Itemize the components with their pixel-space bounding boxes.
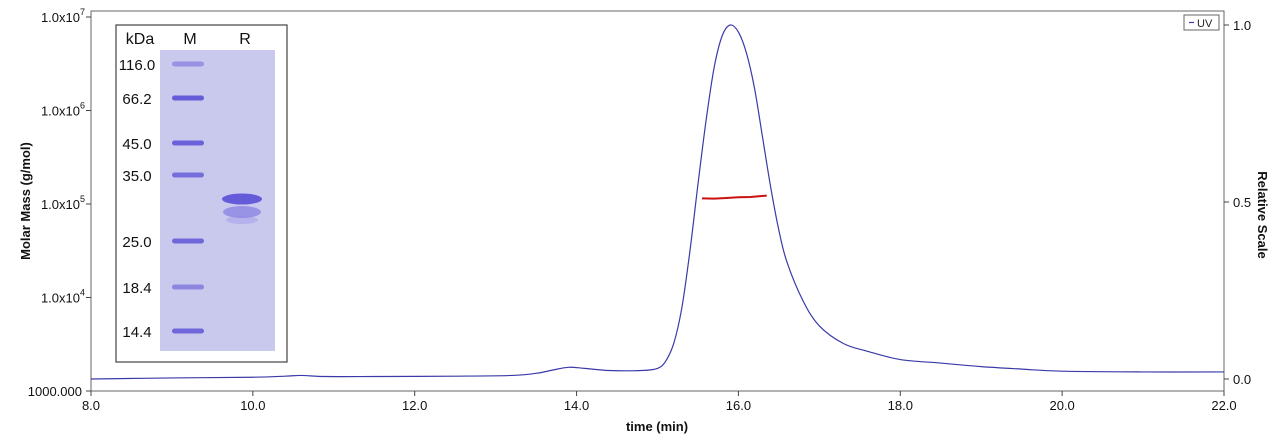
y-left-tick-label: 1000.000 <box>28 384 82 399</box>
series-molar-mass-line <box>701 194 767 200</box>
x-tick-label: 16.0 <box>726 398 751 413</box>
gel-marker-label: 14.4 <box>122 324 151 341</box>
y-right-axis-title: Relative Scale <box>1255 171 1270 258</box>
gel-marker-label: 35.0 <box>122 168 151 185</box>
y-left-tick-label: 1.0x104 <box>41 288 85 306</box>
gel-marker-label: 116.0 <box>119 57 155 74</box>
gel-header-marker: M <box>183 31 196 48</box>
gel-marker-band <box>172 140 204 146</box>
y-right-tick-label: 0.0 <box>1233 372 1251 387</box>
gel-marker-label: 45.0 <box>122 136 151 153</box>
x-tick-label: 12.0 <box>402 398 427 413</box>
gel-marker-bands: 116.0 66.2 45.0 35.0 25.0 18.4 14.4 <box>119 57 204 341</box>
sample-band-main <box>222 193 262 205</box>
inset-gel: kDa M R 116.0 66.2 45.0 35.0 25.0 18.4 14.4 <box>115 24 288 363</box>
sample-band-smear <box>226 216 258 224</box>
gel-marker-band <box>172 328 204 334</box>
gel-marker-band <box>172 284 204 290</box>
y-right-tick-label: 0.5 <box>1233 195 1251 210</box>
y-left-axis: 1000.000 1.0x104 1.0x105 1.0x106 1.0x107 <box>28 7 91 399</box>
x-tick-label: 18.0 <box>888 398 913 413</box>
x-tick-label: 8.0 <box>82 398 100 413</box>
gel-marker-band <box>172 172 204 178</box>
y-right-axis: 0.0 0.5 1.0 <box>1224 18 1251 387</box>
series-uv-line <box>90 24 1225 380</box>
gel-header-sample: R <box>239 31 251 48</box>
gel-marker-label: 18.4 <box>122 280 151 297</box>
gel-marker-band <box>172 238 204 244</box>
y-left-tick-label: 1.0x105 <box>41 194 85 212</box>
x-tick-label: 14.0 <box>564 398 589 413</box>
plot-frame <box>90 10 1225 392</box>
y-right-tick-label: 1.0 <box>1233 18 1251 33</box>
gel-marker-band <box>172 95 204 101</box>
legend-uv-label: UV <box>1197 18 1213 30</box>
y-left-tick-label: 1.0x106 <box>41 101 85 119</box>
gel-marker-label: 66.2 <box>122 91 151 108</box>
x-tick-label: 20.0 <box>1049 398 1074 413</box>
legend: UV <box>1183 14 1220 31</box>
x-tick-label: 10.0 <box>240 398 265 413</box>
gel-marker-label: 25.0 <box>122 234 151 251</box>
x-axis: 8.0 10.0 12.0 14.0 16.0 18.0 20.0 22.0 <box>82 391 1237 413</box>
sample-band-lower <box>223 206 261 218</box>
gel-sample-band <box>222 193 262 224</box>
gel-marker-band <box>172 61 204 67</box>
x-axis-title: time (min) <box>626 419 688 434</box>
y-left-axis-title: Molar Mass (g/mol) <box>18 142 33 260</box>
legend-box <box>1183 14 1220 31</box>
x-tick-label: 22.0 <box>1211 398 1236 413</box>
gel-header-kda: kDa <box>126 31 155 48</box>
series-layer <box>90 24 1225 380</box>
y-left-tick-label: 1.0x107 <box>41 7 85 25</box>
